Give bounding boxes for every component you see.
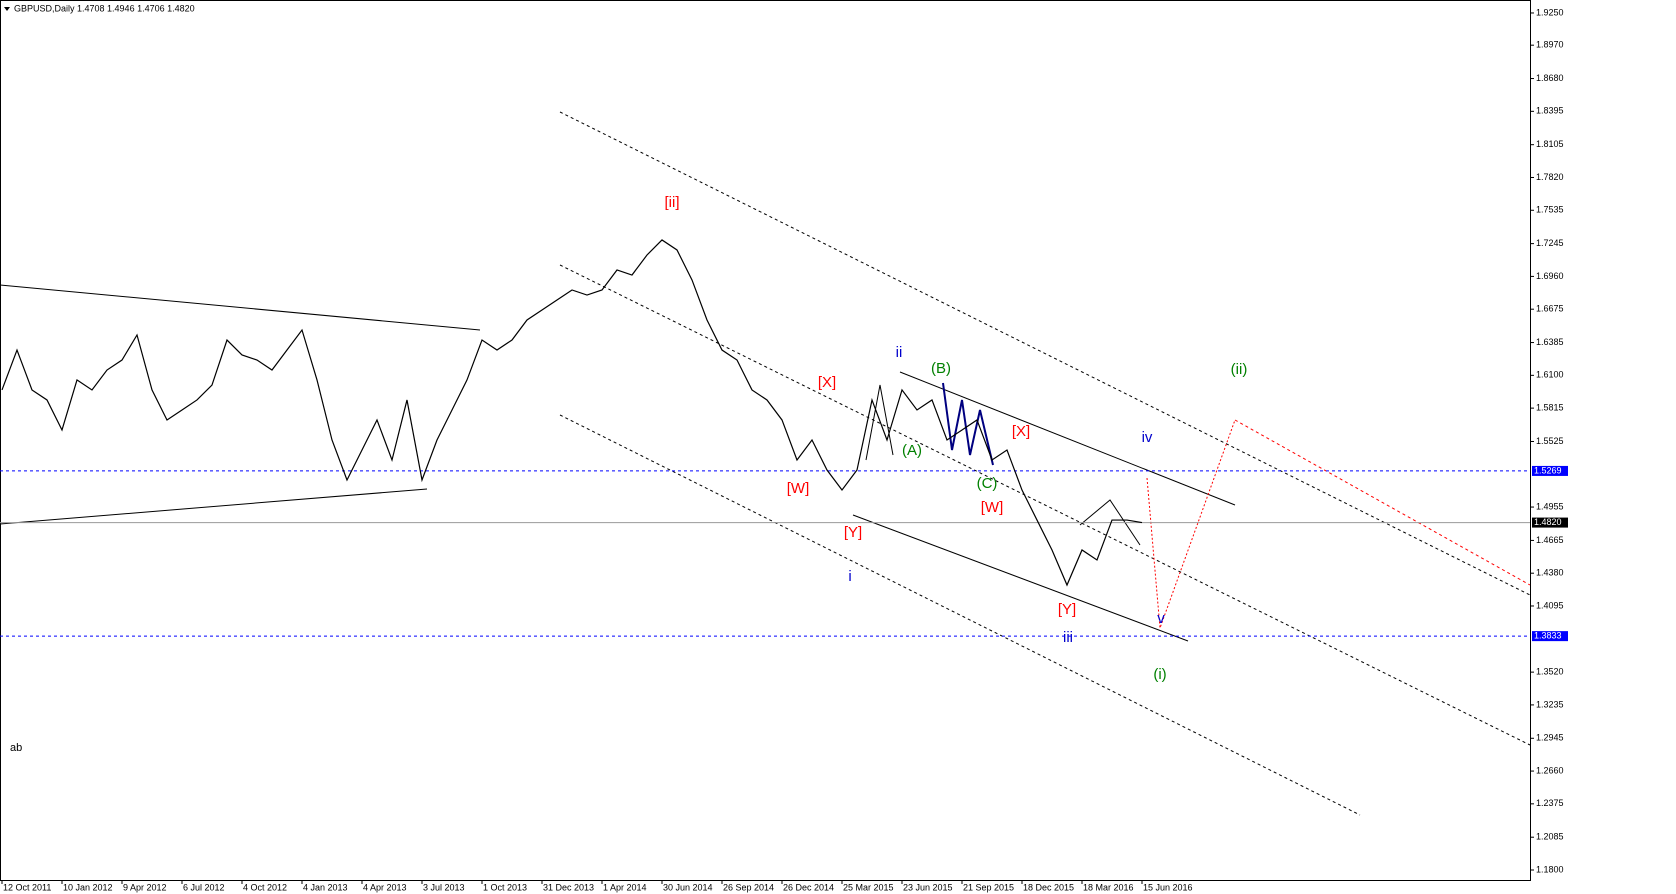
wave-sketch xyxy=(865,384,894,461)
wave-sketch xyxy=(1079,499,1141,546)
y-tick-label: 1.2085 xyxy=(1536,832,1564,842)
x-tick-label: 31 Dec 2013 xyxy=(543,882,594,892)
x-tick-label: 4 Jan 2013 xyxy=(303,882,348,892)
wave-label: v xyxy=(1157,610,1165,627)
y-tick-label: 1.5815 xyxy=(1536,402,1564,412)
trend-line xyxy=(852,514,1189,642)
drawings xyxy=(0,111,1531,816)
wave-label: ii xyxy=(896,344,903,361)
channel-line xyxy=(559,414,1361,816)
y-tick-label: 1.6100 xyxy=(1536,370,1564,380)
channel-line xyxy=(559,111,1531,596)
y-tick-label: 1.4955 xyxy=(1536,501,1564,511)
wave-label: (i) xyxy=(1153,666,1166,683)
y-tick-label: 1.2660 xyxy=(1536,765,1564,775)
y-tick-label: 1.6385 xyxy=(1536,337,1564,347)
price-level-label: 1.4820 xyxy=(1534,517,1562,527)
wave-label: i xyxy=(848,568,851,585)
y-tick-label: 1.7820 xyxy=(1536,172,1564,182)
trend-line xyxy=(0,488,428,525)
price-level-tag xyxy=(1532,465,1568,476)
y-tick-label: 1.4665 xyxy=(1536,535,1564,545)
wave-label: [ii] xyxy=(665,194,680,211)
x-tick-label: 15 Jun 2016 xyxy=(1143,882,1193,892)
wave-label: [Y] xyxy=(844,524,862,541)
price-level-tag xyxy=(1532,517,1568,528)
x-tick-label: 1 Apr 2014 xyxy=(603,882,647,892)
wave-label: (B) xyxy=(931,360,951,377)
channel-line xyxy=(559,264,1531,746)
y-tick-label: 1.6960 xyxy=(1536,271,1564,281)
wave-label: [W] xyxy=(787,480,810,497)
x-tick-label: 26 Dec 2014 xyxy=(783,882,834,892)
y-tick-label: 1.4380 xyxy=(1536,568,1564,578)
wave-label: [X] xyxy=(818,374,836,391)
price-line xyxy=(1,239,1143,587)
wave-label: (ii) xyxy=(1231,361,1248,378)
y-tick-label: 1.5525 xyxy=(1536,436,1564,446)
y-tick-label: 1.9250 xyxy=(1536,7,1564,17)
x-tick-label: 3 Jul 2013 xyxy=(423,882,465,892)
projection-path xyxy=(1146,419,1236,629)
wave-label: (C) xyxy=(977,475,998,492)
x-tick-label: 18 Dec 2015 xyxy=(1023,882,1074,892)
projection-line xyxy=(1234,419,1531,586)
x-tick-label: 4 Apr 2013 xyxy=(363,882,407,892)
x-tick-label: 25 Mar 2015 xyxy=(843,882,894,892)
y-tick-label: 1.3520 xyxy=(1536,667,1564,677)
x-tick-label: 1 Oct 2013 xyxy=(483,882,527,892)
plot-frame xyxy=(0,0,1531,881)
y-tick-label: 1.2375 xyxy=(1536,798,1564,808)
x-tick-label: 26 Sep 2014 xyxy=(723,882,774,892)
y-tick-label: 1.8395 xyxy=(1536,106,1564,116)
chart-title: GBPUSD,Daily 1.4708 1.4946 1.4706 1.4820 xyxy=(14,3,195,13)
y-tick-label: 1.3235 xyxy=(1536,699,1564,709)
y-tick-label: 1.8970 xyxy=(1536,40,1564,50)
annotations: [ii] [X] [W] [Y] i ii (B) (A) (C) [X] [W… xyxy=(10,194,1247,754)
wave-label: iv xyxy=(1142,429,1153,446)
wave-label: (A) xyxy=(902,442,922,459)
menu-arrow xyxy=(4,7,10,11)
price-level-label: 1.3833 xyxy=(1534,630,1562,640)
trend-line xyxy=(0,284,481,331)
price-level-tag xyxy=(1532,631,1568,642)
x-tick-label: 30 Jun 2014 xyxy=(663,882,713,892)
x-tick-label: 12 Oct 2011 xyxy=(3,882,51,892)
y-tick-label: 1.7535 xyxy=(1536,205,1564,215)
x-tick-label: 21 Sep 2015 xyxy=(963,882,1014,892)
x-tick-label: 9 Apr 2012 xyxy=(123,882,167,892)
y-tick-label: 1.6675 xyxy=(1536,304,1564,314)
x-tick-label: 18 Mar 2016 xyxy=(1083,882,1134,892)
x-tick-label: 4 Oct 2012 xyxy=(243,882,287,892)
x-tick-label: 10 Jan 2012 xyxy=(63,882,113,892)
y-tick-label: 1.1800 xyxy=(1536,864,1564,874)
wave-label: [X] xyxy=(1012,423,1030,440)
wave-label: iii xyxy=(1063,629,1073,646)
y-tick-label: 1.7245 xyxy=(1536,238,1564,248)
x-tick-label: 6 Jul 2012 xyxy=(183,882,225,892)
y-tick-label: 1.4095 xyxy=(1536,600,1564,610)
y-tick-label: 1.8680 xyxy=(1536,73,1564,83)
y-tick-label: 1.8105 xyxy=(1536,139,1564,149)
price-level-label: 1.5269 xyxy=(1534,465,1562,475)
y-tick-label: 1.2945 xyxy=(1536,733,1564,743)
wave-label: [W] xyxy=(981,499,1004,516)
note: ab xyxy=(10,742,22,754)
x-tick-label: 23 Jun 2015 xyxy=(903,882,953,892)
trend-line xyxy=(899,371,1236,506)
wave-label: [Y] xyxy=(1058,601,1076,618)
